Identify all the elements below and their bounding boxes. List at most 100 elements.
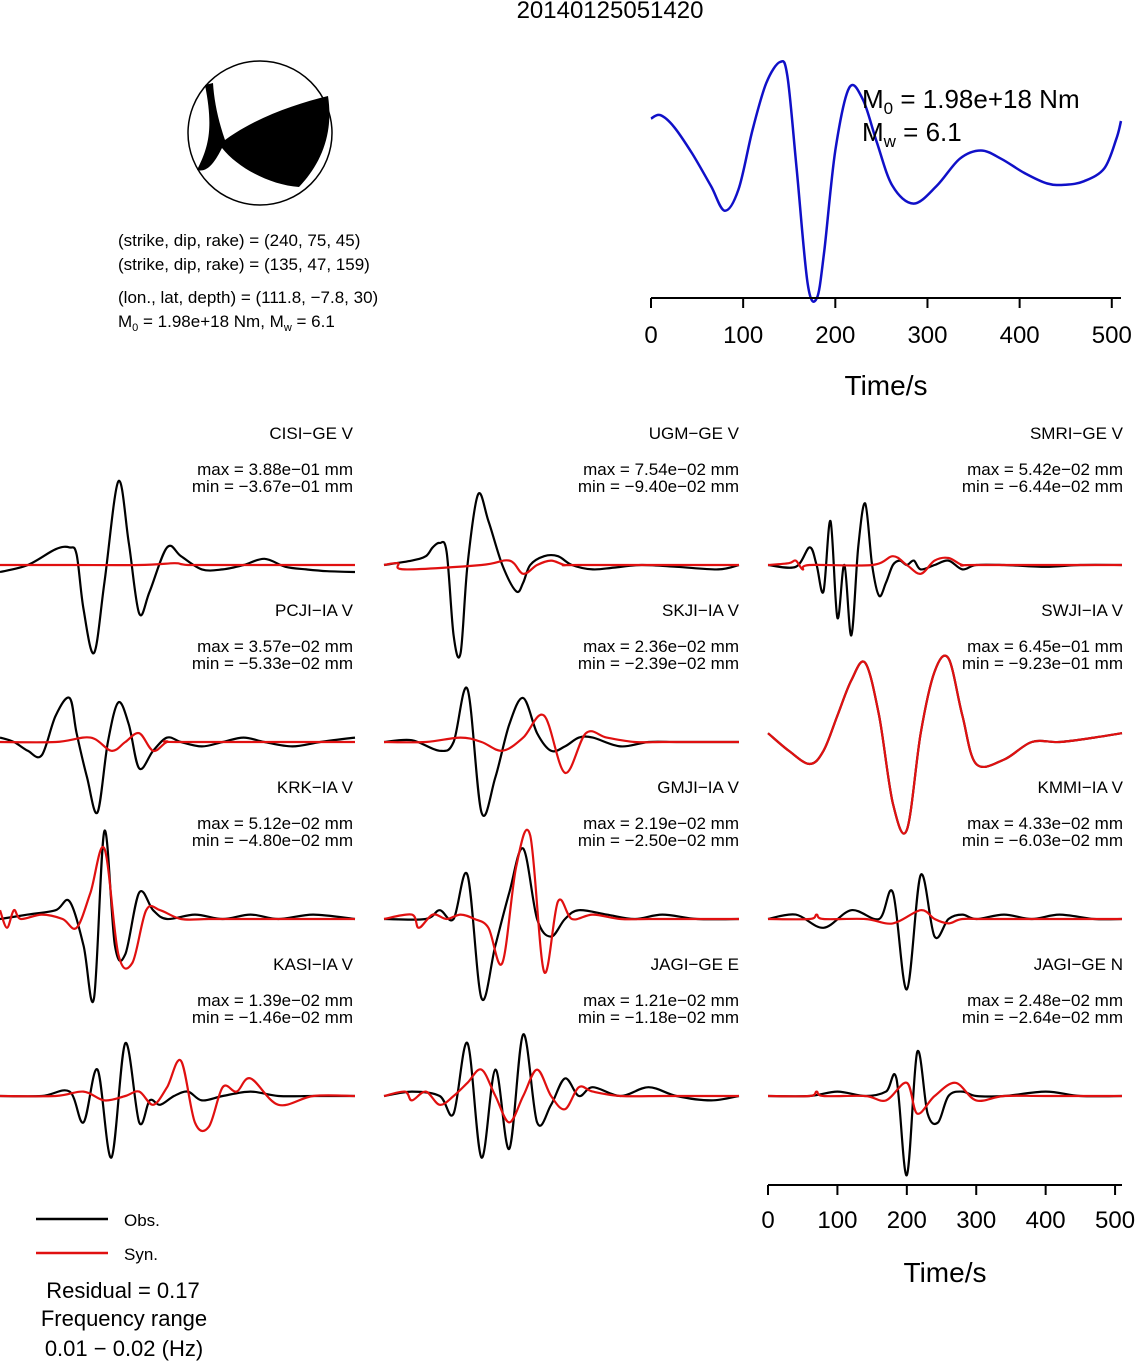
max-amplitude-label: max = 3.57e−02 mm <box>197 637 353 656</box>
station-label: SMRI−GE V <box>1030 424 1124 443</box>
observed-waveform-line <box>383 1033 740 1159</box>
max-amplitude-label: max = 5.42e−02 mm <box>967 460 1123 479</box>
synthetic-waveform-line <box>0 1058 356 1133</box>
max-amplitude-label: max = 5.12e−02 mm <box>197 814 353 833</box>
station-label: KMMI−IA V <box>1038 778 1124 797</box>
observed-waveform-line <box>0 829 356 1003</box>
residual-label: Residual = 0.17 <box>46 1278 200 1303</box>
synthetic-waveform-line <box>0 731 355 753</box>
station-label: SWJI−IA V <box>1041 601 1123 620</box>
station-label: PCJI−IA V <box>275 601 354 620</box>
min-amplitude-label: min = −9.23e−01 mm <box>962 654 1123 673</box>
waveform-x-tick-label: 500 <box>1095 1207 1135 1234</box>
min-amplitude-label: min = −5.33e−02 mm <box>192 654 353 673</box>
station-label: JAGI−GE E <box>651 955 739 974</box>
source-time-function-panel: 0 100 200 300 400 500 <box>644 59 1132 349</box>
station-label: UGM−GE V <box>649 424 740 443</box>
focal-mechanism-beachball <box>187 60 333 206</box>
max-amplitude-label: max = 1.21e−02 mm <box>583 991 739 1010</box>
stf-x-axis-label: Time/s <box>845 370 928 401</box>
station-label: JAGI−GE N <box>1034 955 1123 974</box>
stf-x-tick-label: 200 <box>815 322 855 349</box>
max-amplitude-label: max = 1.39e−02 mm <box>197 991 353 1010</box>
max-amplitude-label: max = 2.36e−02 mm <box>583 637 739 656</box>
frequency-range-label: Frequency range <box>41 1306 207 1331</box>
legend-obs-label: Obs. <box>124 1211 160 1230</box>
synthetic-waveform-line <box>0 562 355 567</box>
waveform-x-tick-label: 200 <box>887 1207 927 1234</box>
waveform-x-tick-label: 100 <box>817 1207 857 1234</box>
synthetic-waveform-line <box>0 845 355 970</box>
observed-waveform-line <box>0 479 356 655</box>
stf-moment-label: M0 = 1.98e+18 Nm <box>862 84 1080 118</box>
min-amplitude-label: min = −9.40e−02 mm <box>578 477 739 496</box>
observed-waveform-line <box>0 1042 355 1159</box>
waveform-time-axis: 0 100 200 300 400 500 <box>761 1184 1135 1234</box>
legend-syn-label: Syn. <box>124 1245 158 1264</box>
station-label: SKJI−IA V <box>662 601 740 620</box>
synthetic-waveform-line <box>767 555 1122 575</box>
figure-title: 20140125051420 <box>517 0 704 24</box>
min-amplitude-label: min = −3.67e−01 mm <box>192 477 353 496</box>
observed-waveform-line <box>383 847 740 1002</box>
observed-waveform-line <box>767 1049 1123 1177</box>
waveform-x-tick-label: 300 <box>956 1207 996 1234</box>
min-amplitude-label: min = −2.39e−02 mm <box>578 654 739 673</box>
synthetic-waveform-line <box>767 909 1122 925</box>
station-label: GMJI−IA V <box>657 778 739 797</box>
observed-waveform-line <box>0 696 356 815</box>
station-label: KRK−IA V <box>277 778 354 797</box>
max-amplitude-label: max = 6.45e−01 mm <box>967 637 1123 656</box>
stf-x-tick-label: 300 <box>907 322 947 349</box>
nodal-plane-1: (strike, dip, rake) = (240, 75, 45) <box>118 231 360 250</box>
waveform-x-axis-label: Time/s <box>904 1257 987 1288</box>
frequency-range-value: 0.01 − 0.02 (Hz) <box>45 1336 203 1361</box>
waveform-x-tick-label: 0 <box>761 1207 774 1234</box>
max-amplitude-label: max = 2.48e−02 mm <box>967 991 1123 1010</box>
synthetic-waveform-line <box>383 713 739 774</box>
synthetic-waveform-line <box>383 559 739 575</box>
stf-x-tick-label: 0 <box>644 322 657 349</box>
stf-x-tick-label: 400 <box>1000 322 1040 349</box>
max-amplitude-label: max = 7.54e−02 mm <box>583 460 739 479</box>
min-amplitude-label: min = −4.80e−02 mm <box>192 831 353 850</box>
legend: Obs. Syn. <box>36 1211 160 1264</box>
synthetic-waveform-line <box>767 1081 1122 1115</box>
stf-x-tick-label: 100 <box>723 322 763 349</box>
min-amplitude-label: min = −6.44e−02 mm <box>962 477 1123 496</box>
min-amplitude-label: min = −1.18e−02 mm <box>578 1008 739 1027</box>
synthetic-waveform-line <box>383 1068 739 1124</box>
min-amplitude-label: min = −2.50e−02 mm <box>578 831 739 850</box>
max-amplitude-label: max = 2.19e−02 mm <box>583 814 739 833</box>
synthetic-waveform-line <box>383 828 739 974</box>
max-amplitude-label: max = 4.33e−02 mm <box>967 814 1123 833</box>
observed-waveform-line <box>767 502 1123 637</box>
min-amplitude-label: min = −1.46e−02 mm <box>192 1008 353 1027</box>
min-amplitude-label: min = −2.64e−02 mm <box>962 1008 1123 1027</box>
stf-magnitude-label: Mw = 6.1 <box>862 117 962 151</box>
station-label: CISI−GE V <box>269 424 353 443</box>
synthetic-waveform-line <box>767 654 1123 835</box>
hypocenter: (lon., lat, depth) = (111.8, −7.8, 30) <box>118 288 378 307</box>
waveform-x-tick-label: 400 <box>1026 1207 1066 1234</box>
nodal-plane-2: (strike, dip, rake) = (135, 47, 159) <box>118 255 370 274</box>
focal-parameters: (strike, dip, rake) = (240, 75, 45) (str… <box>118 231 378 334</box>
observed-waveform-line <box>767 654 1123 835</box>
observed-waveform-line <box>383 492 740 659</box>
max-amplitude-label: max = 3.88e−01 mm <box>197 460 353 479</box>
station-label: KASI−IA V <box>273 955 354 974</box>
min-amplitude-label: min = −6.03e−02 mm <box>962 831 1123 850</box>
